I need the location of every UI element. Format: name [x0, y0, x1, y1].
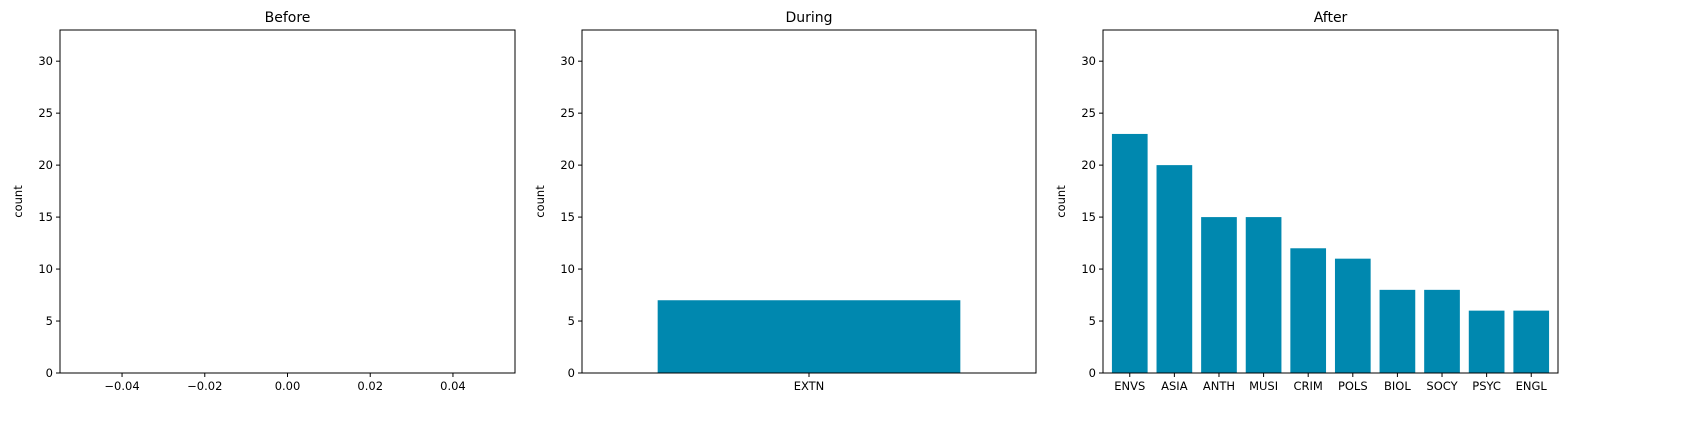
x-tick-label: EXTN [794, 379, 825, 393]
x-tick-label: 0.04 [440, 379, 466, 393]
y-axis-label: count [533, 185, 547, 218]
y-tick-label: 5 [568, 314, 575, 328]
x-tick-label: −0.02 [187, 379, 222, 393]
bar-biol [1379, 289, 1416, 373]
y-tick-label: 30 [1081, 54, 1096, 68]
y-tick-label: 20 [560, 158, 575, 172]
y-tick-label: 15 [38, 210, 53, 224]
y-tick-label: 20 [38, 158, 53, 172]
x-tick-label: −0.04 [104, 379, 139, 393]
x-tick-label: 0.02 [357, 379, 383, 393]
y-tick-label: 0 [568, 366, 575, 380]
chart-panel-before: Before −0.04 −0.02 0.00 0.02 0.04 0 5 10 15 20 25 30… [11, 10, 516, 393]
y-tick-label: 10 [560, 262, 575, 276]
bar-pols [1334, 258, 1371, 373]
bar-envs [1111, 133, 1148, 373]
x-tick-label: ENGL [1516, 379, 1548, 393]
bar-socy [1424, 289, 1460, 373]
x-tick-label: SOCY [1426, 379, 1458, 393]
y-tick-label: 5 [46, 314, 53, 328]
y-tick-label: 5 [1089, 314, 1096, 328]
y-tick-label: 0 [1089, 366, 1096, 380]
axes-frame [59, 29, 516, 374]
chart-panel-during: During EXTN 0 5 10 15 20 25 30 count [533, 10, 1037, 393]
chart-panel-after: After ENVS ASIA ANTH MUSI CRIM POLS BIOL SOCY PSY… [1054, 10, 1559, 393]
y-axis-label: count [11, 185, 25, 218]
axes-frame [1102, 29, 1559, 374]
y-tick-label: 15 [1081, 210, 1096, 224]
x-tick-label: ASIA [1161, 379, 1188, 393]
bar-musi [1245, 217, 1282, 373]
bar-engl [1513, 310, 1550, 373]
bar-extn [657, 300, 961, 373]
x-tick-label: ANTH [1203, 379, 1235, 393]
y-axis-label: count [1054, 185, 1068, 218]
y-tick-label: 20 [1081, 158, 1096, 172]
y-tick-label: 0 [46, 366, 53, 380]
y-tick-label: 30 [38, 54, 53, 68]
chart-title: During [785, 10, 832, 26]
x-tick-label: BIOL [1384, 379, 1411, 393]
chart-title: Before [265, 10, 311, 26]
bar-asia [1156, 165, 1193, 373]
y-tick-label: 10 [38, 262, 53, 276]
bar-crim [1290, 248, 1327, 373]
y-tick-label: 25 [560, 106, 575, 120]
y-tick-label: 25 [38, 106, 53, 120]
x-tick-label: ENVS [1114, 379, 1145, 393]
x-tick-label: PSYC [1472, 379, 1501, 393]
axes-frame [581, 29, 1037, 374]
chart-title: After [1314, 10, 1348, 26]
y-tick-label: 15 [560, 210, 575, 224]
y-tick-label: 30 [560, 54, 575, 68]
bar-anth [1201, 217, 1237, 373]
y-tick-label: 10 [1081, 262, 1096, 276]
y-tick-label: 25 [1081, 106, 1096, 120]
x-tick-label: 0.00 [275, 379, 301, 393]
bar-psyc [1468, 310, 1505, 373]
x-tick-label: CRIM [1294, 379, 1323, 393]
x-tick-label: POLS [1338, 379, 1368, 393]
x-tick-label: MUSI [1249, 379, 1278, 393]
